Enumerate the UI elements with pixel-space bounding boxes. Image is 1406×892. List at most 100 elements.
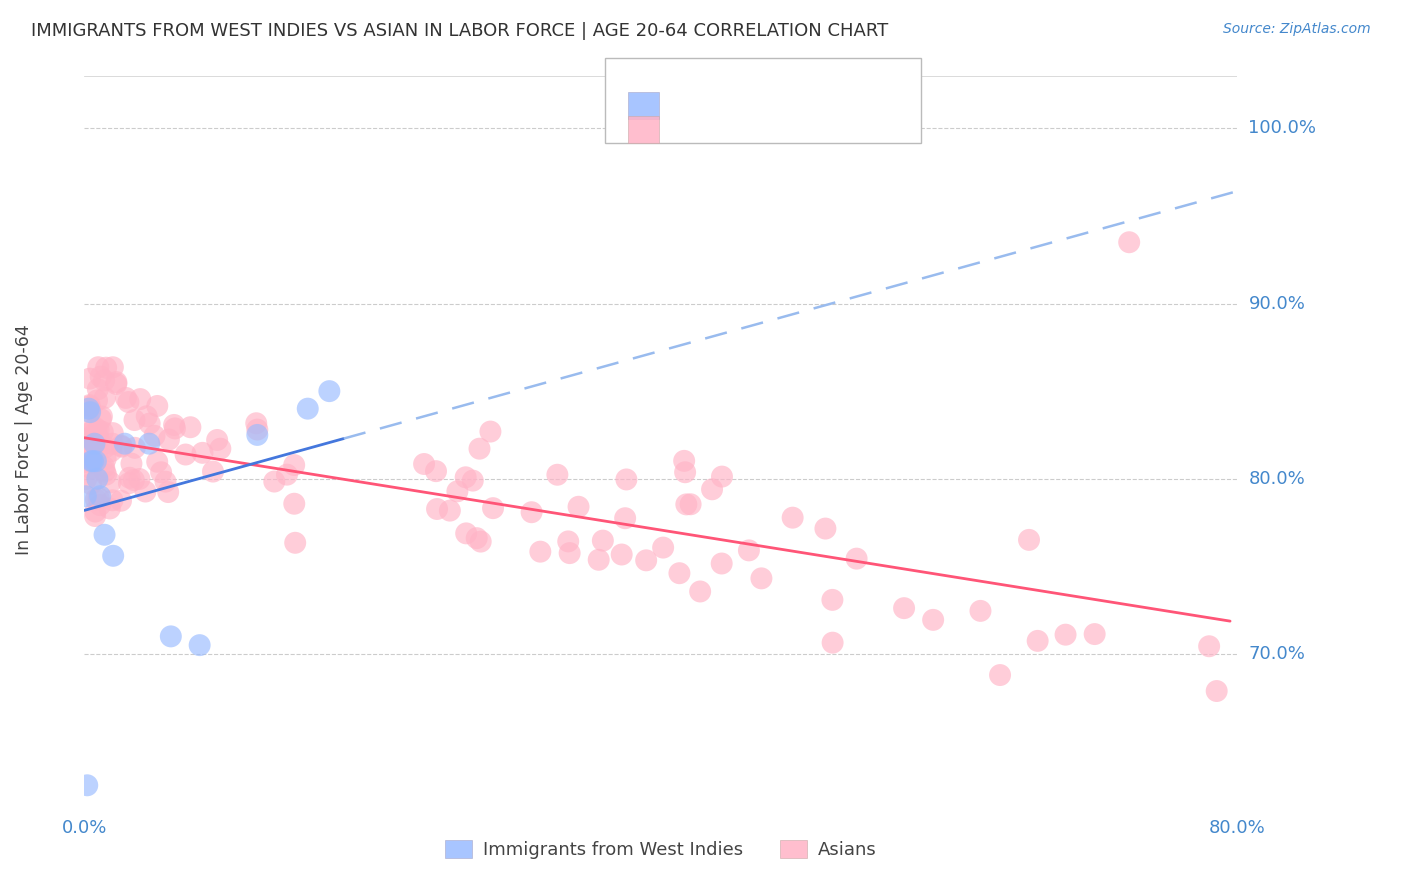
Point (101, 360, 124, 375)
Text: 145: 145 (832, 118, 869, 136)
Point (297, 401, 319, 416)
Point (782, 510, 804, 524)
Point (689, 584, 711, 599)
Point (482, 501, 505, 516)
Point (143, 429, 166, 443)
Point (318, 384, 340, 398)
Text: 80.0%: 80.0% (1249, 470, 1305, 488)
Point (128, 472, 150, 486)
Point (246, 428, 269, 442)
Point (101, 493, 124, 508)
Point (114, 436, 136, 450)
Point (751, 571, 773, 585)
Point (284, 536, 307, 550)
Point (76, 455, 98, 469)
Text: N =: N = (786, 94, 820, 112)
Point (283, 497, 305, 511)
Point (205, 433, 228, 447)
Point (124, 413, 146, 427)
Point (76, 436, 98, 450)
Point (79, 398, 101, 412)
Point (821, 635, 844, 649)
Point (129, 392, 152, 406)
Text: Source: ZipAtlas.com: Source: ZipAtlas.com (1223, 22, 1371, 37)
Point (76, 778, 98, 792)
Point (101, 436, 124, 450)
Point (845, 551, 868, 566)
Point (201, 465, 224, 479)
Point (1205, 684, 1227, 698)
Point (89, 489, 111, 503)
Point (90, 369, 112, 384)
Point (673, 454, 696, 468)
Point (117, 395, 139, 409)
Point (456, 526, 478, 541)
Point (84, 492, 107, 507)
Point (77, 432, 100, 446)
Point (636, 553, 658, 567)
Point (616, 472, 638, 486)
Point (893, 601, 915, 615)
Point (135, 409, 157, 424)
Text: R =: R = (673, 118, 706, 136)
Point (520, 505, 543, 519)
Point (86, 393, 108, 408)
Point (79, 401, 101, 416)
Point (814, 522, 837, 536)
Point (263, 475, 285, 489)
Point (610, 548, 633, 562)
Text: In Labor Force | Age 20-64: In Labor Force | Age 20-64 (15, 324, 34, 555)
Point (105, 376, 128, 391)
Point (122, 473, 145, 487)
Point (546, 467, 568, 482)
Point (87, 491, 110, 506)
Point (90, 409, 112, 424)
Point (283, 458, 305, 472)
Point (558, 546, 581, 560)
Point (84, 431, 107, 445)
Point (86, 435, 108, 450)
Point (76, 442, 98, 456)
Point (988, 668, 1011, 682)
Point (1054, 628, 1077, 642)
Point (84, 509, 107, 524)
Point (105, 375, 128, 389)
Point (118, 471, 141, 485)
Point (93, 459, 115, 474)
Point (679, 497, 702, 511)
Point (138, 417, 160, 431)
Point (439, 503, 461, 517)
Text: 70.0%: 70.0% (1249, 645, 1305, 663)
Point (738, 543, 761, 558)
Point (118, 476, 141, 491)
Point (82, 454, 104, 468)
Point (969, 604, 991, 618)
Point (110, 439, 132, 453)
Point (79, 400, 101, 414)
Point (79, 371, 101, 385)
Point (529, 544, 551, 558)
Point (821, 593, 844, 607)
Point (276, 467, 298, 482)
Point (93, 528, 115, 542)
Point (80, 477, 103, 491)
Point (592, 533, 614, 548)
Point (79, 405, 101, 419)
Point (94, 360, 117, 375)
Point (425, 464, 447, 478)
Point (83, 435, 105, 450)
Point (710, 557, 733, 571)
Point (91, 425, 114, 439)
Point (80, 454, 103, 468)
Point (1018, 533, 1040, 547)
Point (146, 455, 169, 469)
Point (94, 464, 117, 478)
Point (84, 425, 107, 439)
Point (614, 511, 637, 525)
Point (174, 448, 197, 462)
Point (157, 433, 180, 447)
Point (465, 531, 488, 545)
Point (468, 442, 491, 456)
Point (89, 498, 111, 512)
Point (84, 454, 107, 468)
